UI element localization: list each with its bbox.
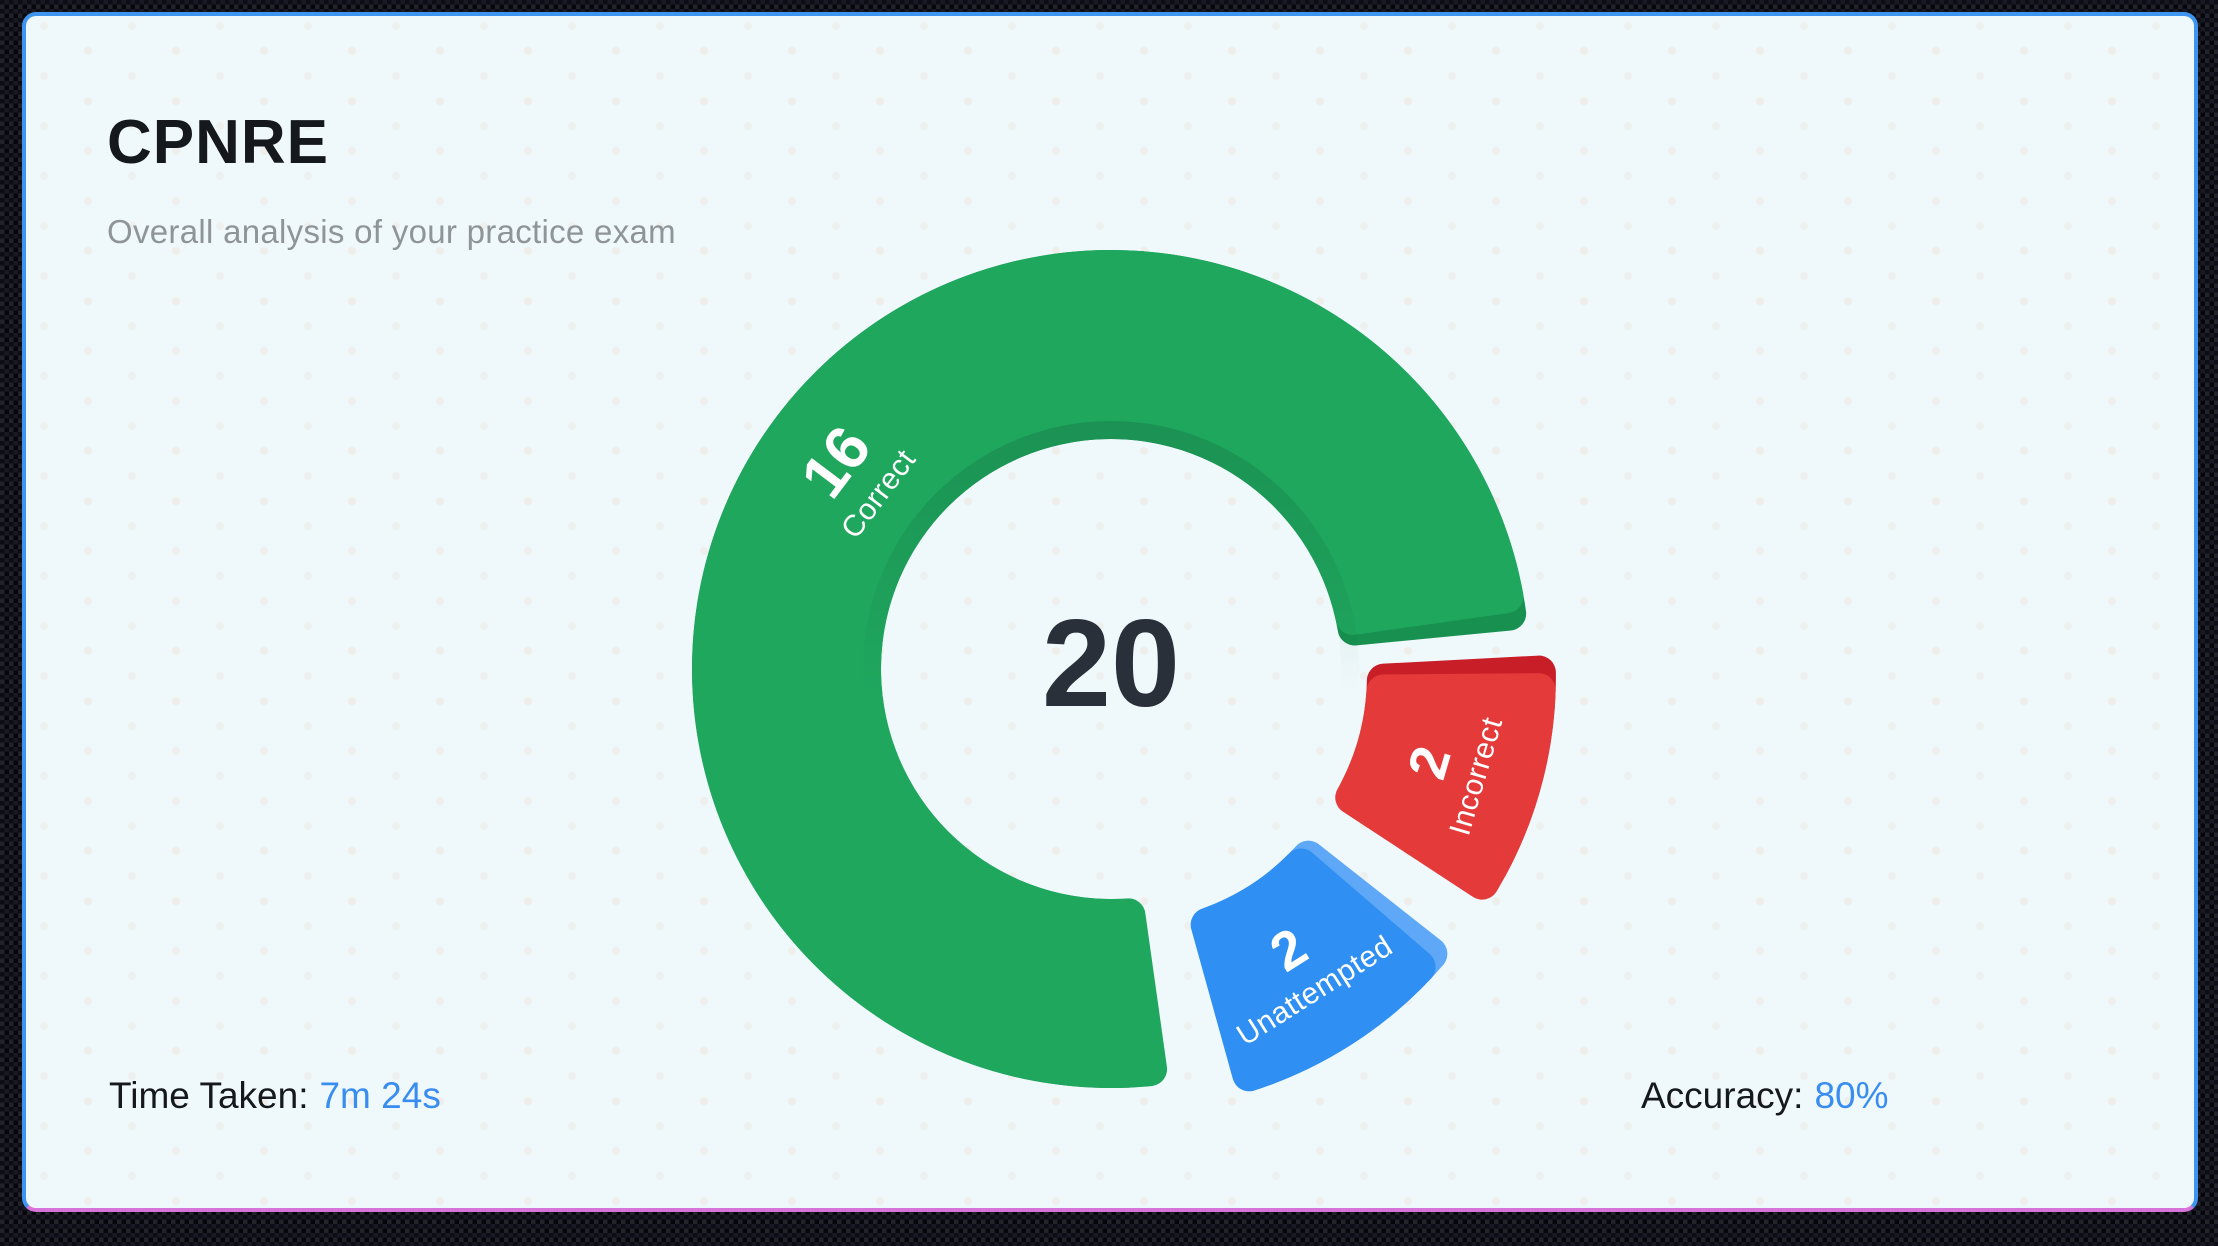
pie-slice-correct[interactable]	[692, 250, 1524, 1089]
pie-slice-unattempted[interactable]	[1190, 848, 1436, 1092]
page-subtitle: Overall analysis of your practice exam	[107, 213, 676, 250]
page-title: CPNRE	[107, 108, 330, 177]
time-taken-stat: Time Taken: 7m 24s	[109, 1074, 441, 1118]
time-taken-label: Time Taken:	[109, 1075, 309, 1116]
time-taken-value: 7m 24s	[319, 1075, 441, 1116]
exam-analysis-card: CPNRE Overall analysis of your practice …	[22, 12, 2198, 1212]
donut-inner-shadow	[863, 421, 1359, 917]
accuracy-value: 80%	[1814, 1075, 1889, 1116]
accuracy-stat: Accuracy: 80%	[1641, 1074, 1889, 1118]
donut-chart-svg	[692, 250, 1556, 1092]
total-questions: 20	[1042, 595, 1180, 734]
donut-chart: 20 16 Correct 2 Incorrect 2 Unattempted	[651, 209, 1571, 1129]
accuracy-label: Accuracy:	[1641, 1075, 1804, 1116]
pie-slice-incorrect[interactable]	[1335, 673, 1556, 900]
